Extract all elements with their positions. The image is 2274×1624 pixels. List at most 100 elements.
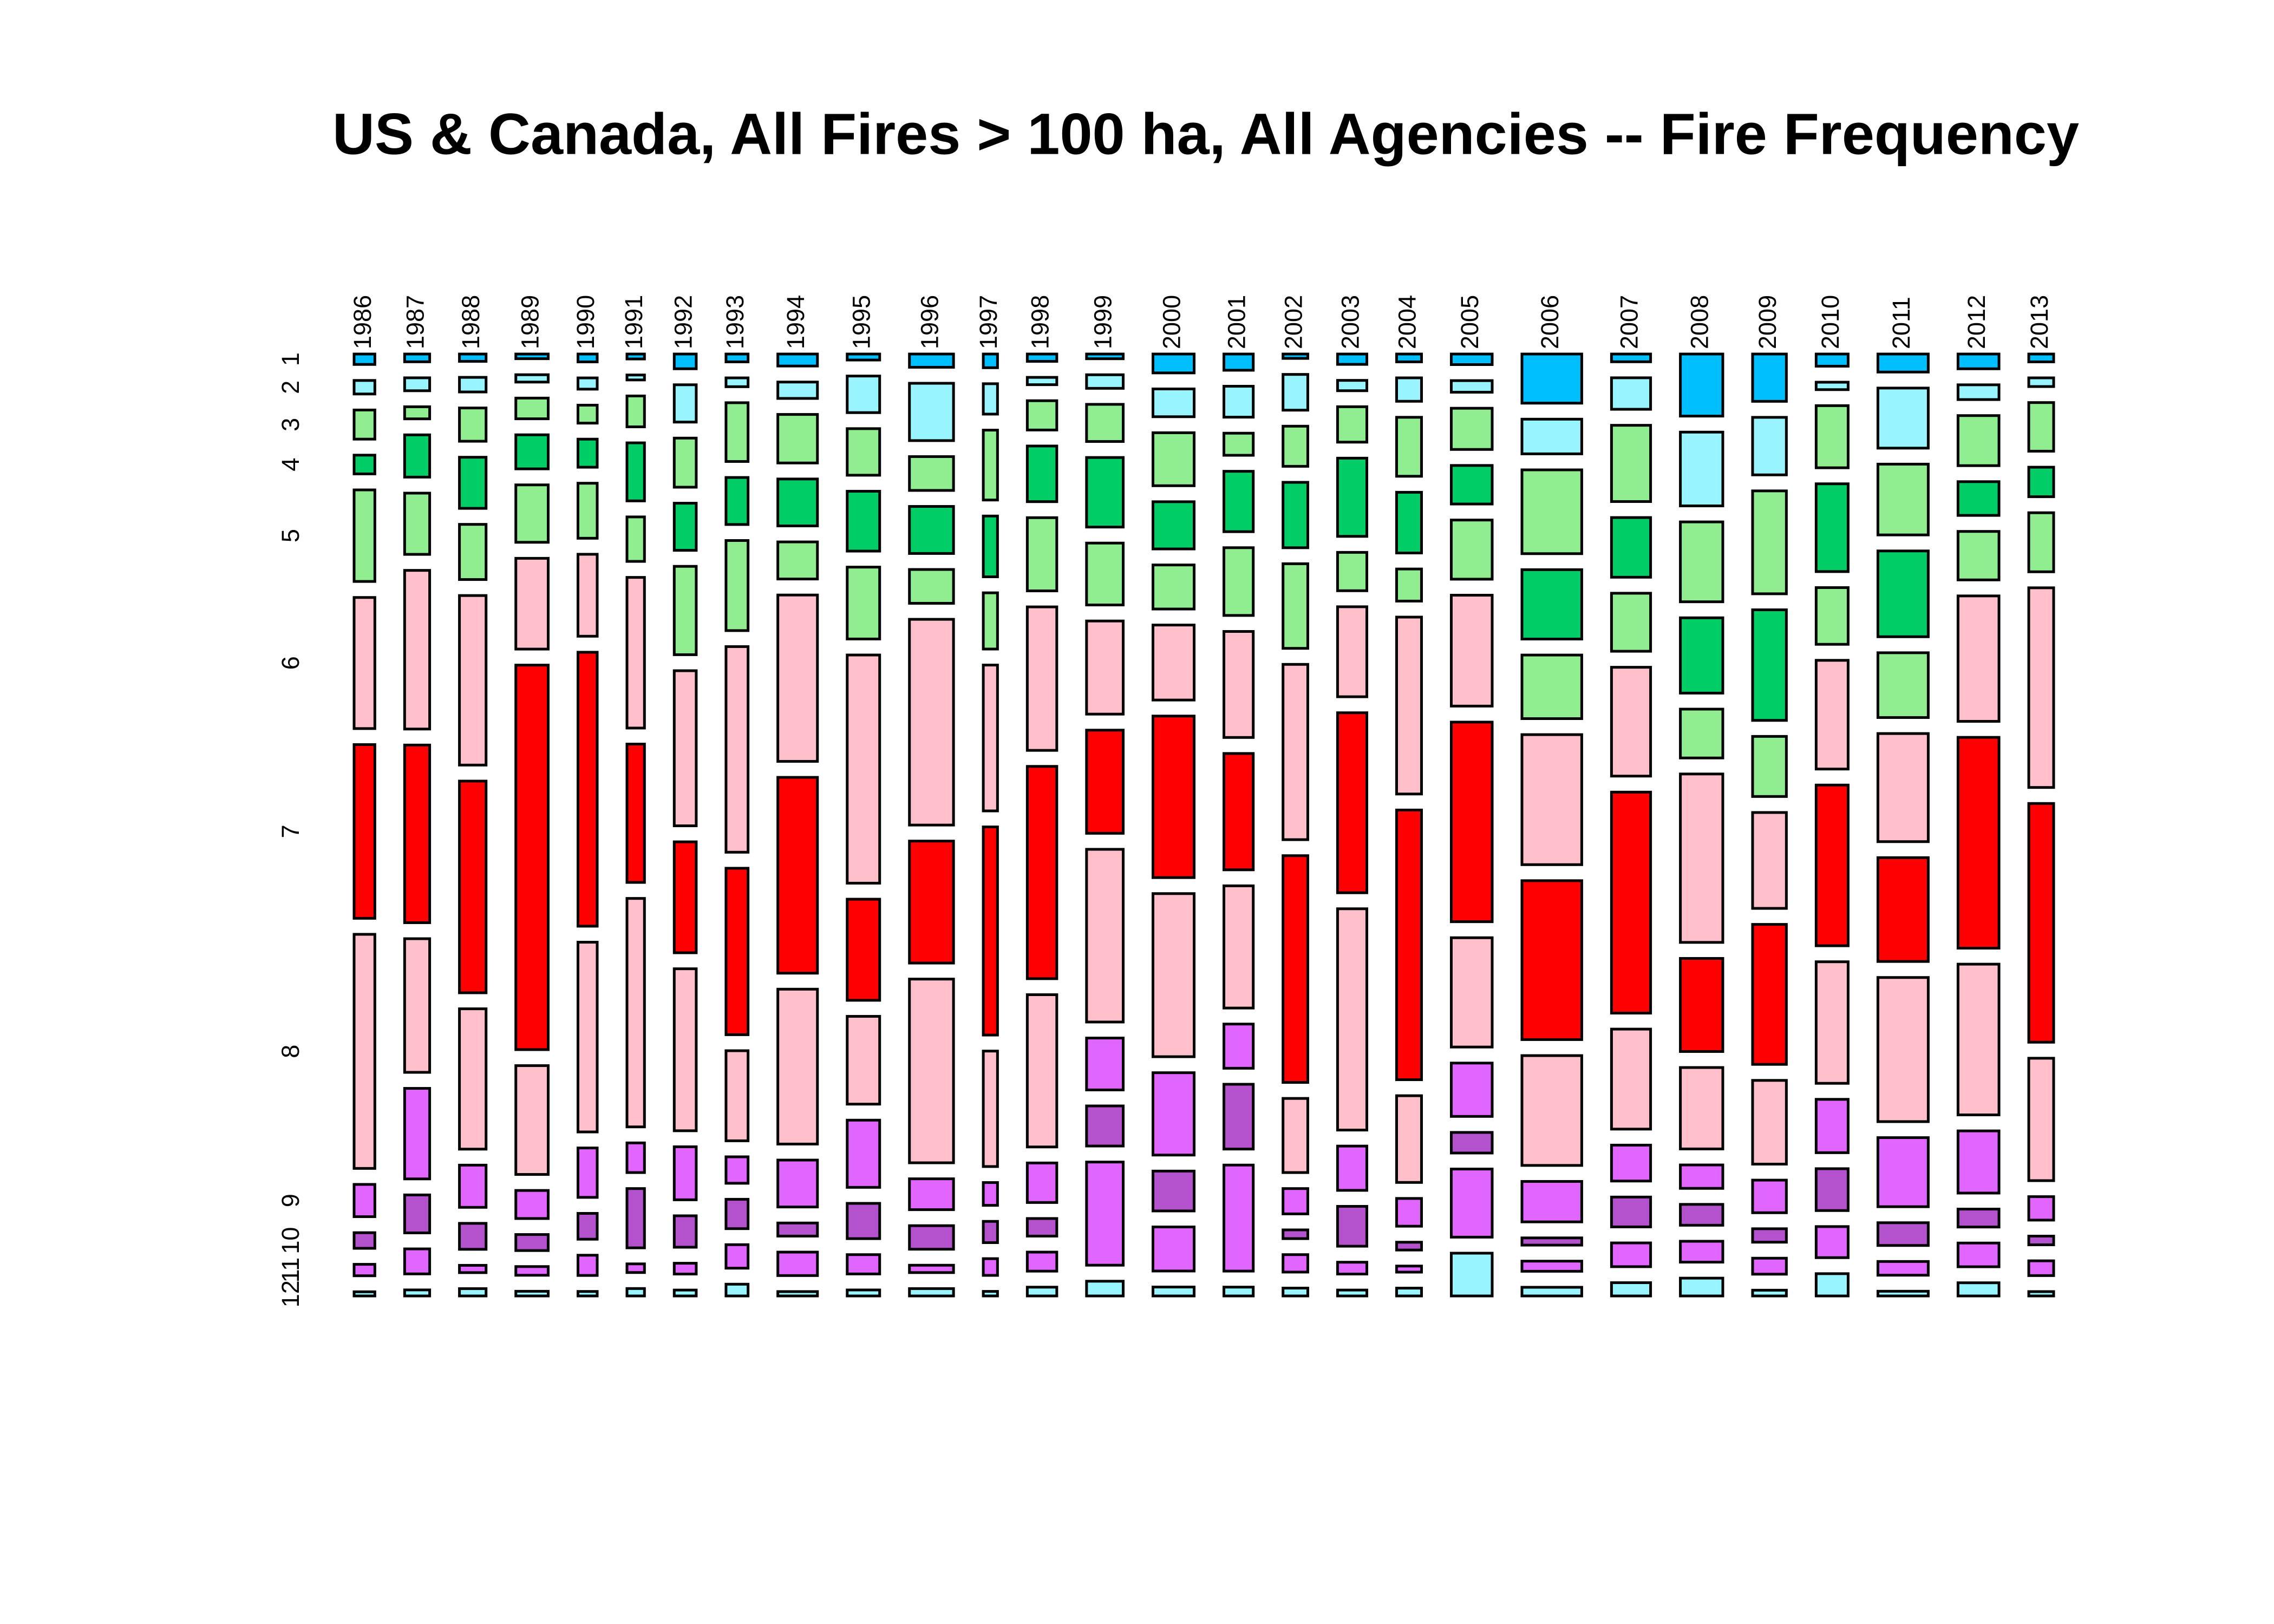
mosaic-cell	[776, 776, 819, 975]
mosaic-cell	[908, 382, 955, 442]
mosaic-cell	[576, 403, 599, 425]
mosaic-cell	[1610, 1195, 1652, 1228]
mosaic-cell	[1085, 352, 1125, 361]
mosaic-cell	[1151, 1226, 1196, 1273]
mosaic-cell	[1876, 856, 1930, 963]
mosaic-cell	[724, 1243, 750, 1270]
mosaic-cell	[1449, 379, 1494, 394]
mosaic-cell	[514, 1289, 550, 1298]
mosaic-cell	[1751, 608, 1788, 722]
mosaic-cell	[403, 433, 432, 479]
mosaic-cell	[625, 394, 646, 428]
year-label: 1989	[517, 295, 544, 349]
mosaic-cell	[908, 352, 955, 369]
mosaic-cell	[1610, 352, 1652, 363]
mosaic-cell	[514, 556, 550, 651]
mosaic-cell	[672, 1214, 698, 1249]
mosaic-cell	[1223, 385, 1255, 419]
mosaic-cell	[403, 1288, 432, 1298]
mosaic-cell	[1223, 1163, 1255, 1273]
mosaic-cell	[403, 1247, 432, 1275]
mosaic-cell	[982, 1050, 999, 1168]
mosaic-cell	[2027, 511, 2055, 573]
mosaic-cell	[1751, 352, 1788, 403]
mosaic-cell	[2027, 401, 2055, 453]
year-label: 1997	[975, 295, 1002, 349]
year-label: 1999	[1089, 295, 1117, 349]
mosaic-cell	[1336, 456, 1368, 538]
mosaic-cell	[1085, 456, 1125, 529]
mosaic-cell	[352, 743, 376, 920]
mosaic-cell	[458, 594, 488, 767]
mosaic-cell	[1336, 605, 1368, 698]
mosaic-cell	[776, 352, 819, 368]
mosaic-cell	[1449, 464, 1494, 506]
year-label: 2012	[1963, 295, 1990, 349]
mosaic-cell	[908, 568, 955, 605]
mosaic-cell	[1814, 1098, 1850, 1154]
mosaic-cell	[625, 897, 646, 1129]
month-label: 7	[277, 824, 304, 838]
mosaic-cell	[1223, 1023, 1255, 1070]
mosaic-cell	[1395, 1287, 1423, 1298]
mosaic-cell	[1223, 352, 1255, 372]
year-label: 1988	[457, 295, 485, 349]
mosaic-cell	[1956, 1281, 2001, 1298]
mosaic-cell	[1876, 462, 1930, 536]
mosaic-cell	[672, 352, 698, 370]
mosaic-cell	[1956, 1241, 2001, 1268]
mosaic-cell	[982, 429, 999, 502]
mosaic-cell	[1336, 1261, 1368, 1275]
mosaic-cell	[1814, 659, 1850, 771]
mosaic-cell	[1085, 848, 1125, 1024]
mosaic-cell	[1025, 1286, 1058, 1298]
mosaic-cell	[576, 1212, 599, 1241]
mosaic-cell	[1336, 352, 1368, 366]
mosaic-cell	[1085, 1161, 1125, 1267]
mosaic-cell	[1395, 808, 1423, 1082]
mosaic-cell	[352, 1231, 376, 1250]
mosaic-cell	[1956, 736, 2001, 949]
mosaic-cell	[1610, 424, 1652, 503]
mosaic-cell	[908, 505, 955, 555]
year-label: 2002	[1279, 295, 1307, 349]
mosaic-cell	[1449, 936, 1494, 1049]
mosaic-cell	[982, 382, 999, 416]
mosaic-cell	[1876, 549, 1930, 638]
mosaic-cell	[1956, 1208, 2001, 1229]
mosaic-cell	[1336, 1205, 1368, 1248]
mosaic-cell	[2027, 1290, 2055, 1298]
mosaic-cell	[1025, 765, 1058, 980]
mosaic-cell	[1336, 405, 1368, 444]
mosaic-cell	[982, 664, 999, 813]
mosaic-cell	[1223, 1083, 1255, 1151]
mosaic-cell	[1449, 1252, 1494, 1298]
mosaic-cell	[982, 591, 999, 651]
mosaic-cell	[672, 669, 698, 828]
mosaic-cell	[458, 1163, 488, 1209]
mosaic-cell	[1610, 516, 1652, 579]
mosaic-cell	[672, 967, 698, 1132]
mosaic-cell	[1085, 1037, 1125, 1091]
mosaic-cell	[352, 933, 376, 1170]
mosaic-cell	[1449, 519, 1494, 581]
mosaic-cell	[846, 1253, 881, 1275]
mosaic-cell	[908, 978, 955, 1164]
mosaic-cell	[1876, 976, 1930, 1123]
mosaic-cell	[724, 539, 750, 632]
mosaic-cell	[514, 352, 550, 361]
mosaic-cell	[1956, 480, 2001, 517]
mosaic-cell	[352, 1183, 376, 1219]
month-label: 9	[277, 1194, 304, 1207]
mosaic-cell	[1679, 957, 1724, 1053]
mosaic-cell	[403, 743, 432, 924]
mosaic-cell	[776, 477, 819, 527]
mosaic-cell	[1679, 616, 1724, 695]
mosaic-cell	[1814, 352, 1850, 368]
year-label: 1992	[669, 295, 697, 349]
mosaic-cell	[1025, 993, 1058, 1149]
mosaic-cell	[403, 937, 432, 1074]
mosaic-cell	[2027, 586, 2055, 789]
mosaic-cell	[982, 1290, 999, 1298]
mosaic-cell	[1679, 352, 1724, 418]
